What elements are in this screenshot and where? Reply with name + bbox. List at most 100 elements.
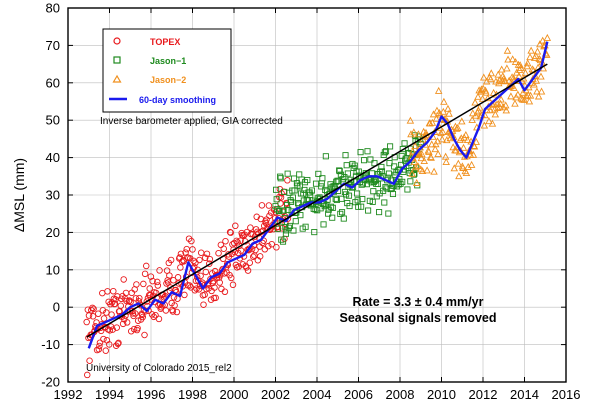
data-point-square [385, 210, 392, 217]
data-point-circle [268, 240, 276, 248]
data-point-triangle [437, 129, 445, 137]
data-point-circle [141, 270, 149, 278]
legend-jason1-marker [113, 56, 121, 64]
data-point-circle [177, 264, 184, 271]
data-point-triangle [487, 69, 496, 77]
data-point-circle [195, 286, 203, 293]
data-point-square [297, 212, 304, 219]
data-point-square [329, 214, 336, 221]
legend-jason1-label: Jason−1 [150, 56, 186, 66]
data-point-triangle [493, 103, 502, 111]
data-point-circle [202, 268, 210, 276]
data-point-circle [278, 225, 286, 232]
data-point-triangle [527, 46, 535, 54]
data-point-triangle [525, 97, 534, 105]
data-point-circle [167, 284, 174, 291]
data-point-circle [96, 342, 103, 350]
data-point-square [378, 163, 385, 171]
data-point-triangle [488, 119, 497, 127]
data-point-square [289, 194, 296, 201]
data-point-triangle [532, 51, 540, 59]
data-point-circle [129, 310, 137, 317]
data-point-square [378, 168, 386, 175]
data-point-circle [243, 264, 250, 271]
data-point-circle [228, 274, 235, 282]
data-point-circle [142, 262, 150, 270]
data-point-circle [115, 339, 122, 347]
data-point-triangle [444, 104, 452, 112]
data-point-square [345, 192, 353, 199]
data-point-circle [244, 267, 252, 274]
data-point-triangle [486, 106, 494, 114]
data-point-triangle [429, 110, 438, 118]
data-point-triangle [410, 128, 418, 136]
data-point-triangle [462, 131, 470, 139]
data-point-square [321, 203, 328, 210]
data-point-square [311, 229, 318, 236]
data-point-circle [245, 245, 253, 252]
x-tick-label: 2000 [220, 387, 249, 402]
data-point-triangle [501, 77, 509, 85]
data-point-triangle [497, 95, 505, 103]
data-point-square [328, 203, 335, 210]
data-point-triangle [469, 109, 477, 117]
data-point-triangle [434, 86, 443, 94]
data-point-triangle [526, 53, 534, 61]
data-point-square [315, 170, 322, 177]
rate-annotation: Rate = 3.3 ± 0.4 mm/yr [353, 295, 484, 309]
data-point-triangle [427, 153, 435, 161]
data-point-triangle [464, 162, 472, 170]
x-tick-label: 2014 [510, 387, 539, 402]
data-point-triangle [406, 116, 415, 124]
y-tick-label: 70 [46, 38, 60, 53]
data-point-triangle [438, 135, 446, 143]
data-point-circle [85, 312, 93, 319]
data-point-circle [203, 250, 211, 258]
data-point-triangle [533, 87, 541, 95]
data-point-square [322, 186, 329, 193]
data-point-circle [141, 331, 148, 339]
data-point-circle [110, 287, 117, 295]
data-point-square [382, 148, 390, 155]
data-point-triangle [521, 81, 529, 89]
data-point-square [275, 208, 283, 215]
y-tick-label: -20 [41, 375, 60, 390]
data-point-square [387, 143, 394, 150]
data-point-triangle [508, 55, 517, 63]
data-point-circle [133, 281, 140, 288]
data-point-circle [221, 288, 229, 296]
data-point-square [342, 152, 349, 159]
data-point-triangle [459, 163, 467, 171]
data-point-square [336, 168, 343, 175]
data-point-square [385, 170, 392, 177]
data-point-square [374, 180, 381, 188]
data-point-triangle [533, 47, 542, 55]
data-point-triangle [494, 70, 502, 78]
data-point-circle [117, 302, 125, 309]
data-point-square [296, 183, 303, 190]
data-point-square [332, 195, 339, 202]
data-point-square [404, 186, 411, 193]
data-point-circle [188, 237, 195, 245]
data-point-circle [243, 228, 251, 236]
smoothing-line [87, 41, 549, 349]
data-point-triangle [425, 147, 433, 155]
data-point-triangle [459, 143, 468, 151]
data-point-square [381, 149, 388, 156]
y-tick-label: 80 [46, 1, 60, 16]
data-point-triangle [468, 115, 476, 123]
data-point-triangle [485, 117, 493, 125]
data-point-triangle [450, 164, 459, 172]
data-point-circle [237, 247, 245, 254]
data-point-triangle [469, 150, 478, 158]
data-point-triangle [536, 40, 544, 48]
x-tick-label: 2006 [344, 387, 373, 402]
data-point-circle [134, 317, 142, 324]
y-tick-label: 20 [46, 225, 60, 240]
data-point-triangle [499, 103, 508, 111]
data-point-circle [163, 280, 170, 287]
data-point-triangle [520, 95, 528, 103]
data-point-circle [120, 276, 127, 283]
data-point-circle [86, 357, 93, 364]
